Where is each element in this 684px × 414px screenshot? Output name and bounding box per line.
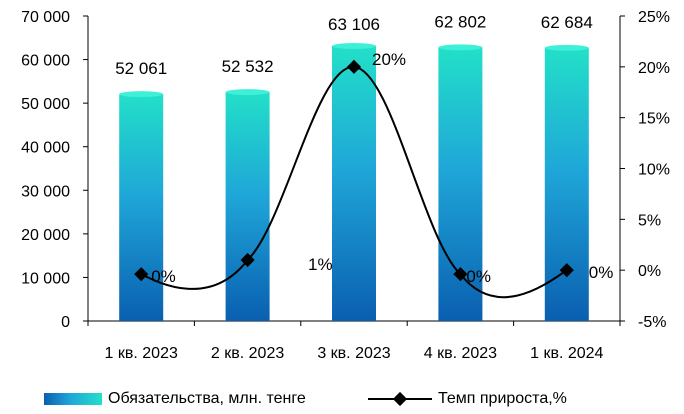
growth-point [240,252,255,268]
data-labels: 52 061 52 532 63 106 62 802 62 684 0% 1% 20% 0% 0… [115,12,613,286]
y-left-tick-label: 0 [61,314,70,331]
y-left-tick-label: 20 000 [21,227,70,244]
bar-cap [544,44,589,51]
y-right-tick-label: 10% [638,162,670,179]
y-right-tick-label: 25% [638,9,670,26]
bar-cap [332,43,376,50]
y-right-tick-label: 20% [638,60,670,77]
y-right-tick-label: -5% [638,314,666,331]
bar-cap [438,44,483,51]
legend-item-growth: Темп прироста,% [368,388,567,410]
growth-point [559,263,574,278]
bar-value-label: 52 061 [115,59,167,78]
legend-swatch-line [368,391,432,407]
bar [225,92,270,322]
legend-item-liabilities: Обязательства, млн. тенге [44,388,306,410]
y-left-tick-label: 60 000 [21,53,70,70]
bar-value-label: 62 684 [541,13,593,32]
x-tick-label: 3 кв. 2023 [317,345,390,362]
y-right-tick-label: 0% [638,263,661,280]
y-left-tick-label: 70 000 [21,9,70,26]
x-tick-label: 4 кв. 2023 [424,345,497,362]
bars [119,43,589,322]
y-right-tick-label: 5% [638,212,661,229]
growth-value-label: 20% [372,50,406,69]
x-tick-label: 2 кв. 2023 [211,345,284,362]
growth-value-label: 0% [151,267,176,286]
x-tick-label: 1 кв. 2024 [530,345,603,362]
x-tick-label: 1 кв. 2023 [105,345,178,362]
bar [119,94,164,322]
y-right-tick-label: 15% [638,111,670,128]
growth-line-layer [134,59,574,299]
bar-cap [225,89,270,96]
growth-point [346,59,362,74]
growth-value-label: 0% [466,267,491,286]
legend-label-liabilities: Обязательства, млн. тенге [108,390,306,407]
growth-value-label: 1% [308,255,333,274]
legend-label-growth: Темп прироста,% [438,390,567,407]
growth-point [453,267,468,282]
axes: 0 10 000 20 000 30 000 40 000 50 000 60 000 70 … [21,9,670,362]
y-left-tick-label: 50 000 [21,96,70,113]
bar-value-label: 52 532 [222,57,274,76]
y-left-tick-label: 30 000 [21,183,70,200]
legend: Обязательства, млн. тенге Темп прироста,… [0,388,684,410]
bar-value-label: 63 106 [328,15,380,34]
growth-point [134,267,149,282]
bar-cap [119,91,164,98]
bar [332,46,376,321]
growth-value-label: 0% [589,263,614,282]
y-left-tick-label: 40 000 [21,140,70,157]
legend-swatch-bar [44,393,102,405]
bar-value-label: 62 802 [434,12,486,31]
y-left-tick-label: 10 000 [21,270,70,287]
